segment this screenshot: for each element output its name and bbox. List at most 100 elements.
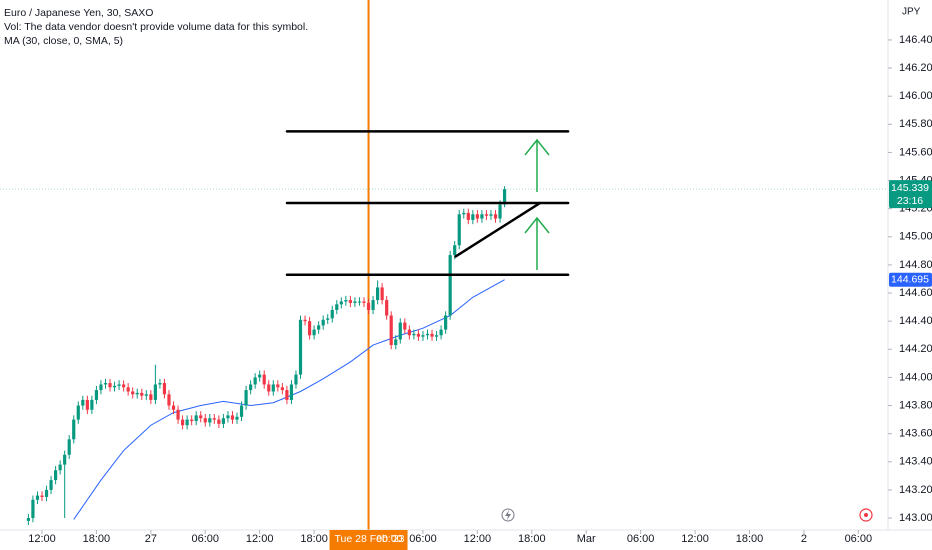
drawing-line	[454, 201, 542, 258]
alert-icon[interactable]	[859, 508, 873, 522]
y-tick-label: 146.400	[899, 34, 932, 46]
candle-body	[471, 214, 475, 220]
candle-body	[416, 333, 421, 337]
candle-body	[353, 301, 357, 303]
candle-body	[466, 212, 470, 220]
candle-body	[54, 470, 58, 481]
x-tick-label: 06:00	[191, 533, 219, 545]
candle-body	[280, 387, 284, 391]
candle-body	[357, 301, 362, 303]
candle-body	[153, 384, 157, 400]
candle-body	[131, 391, 135, 395]
candle-body	[271, 384, 275, 392]
candle-body	[230, 415, 235, 420]
candle-body	[493, 214, 498, 219]
arrow-up	[524, 138, 550, 192]
candle-body	[226, 415, 230, 419]
candle-body	[453, 245, 457, 256]
candle-body	[203, 418, 207, 423]
candle-body	[371, 300, 375, 310]
candle-body	[76, 405, 80, 420]
candle-body	[344, 300, 348, 302]
candle-body	[90, 399, 94, 410]
candle-body	[462, 212, 466, 215]
candle-body	[430, 333, 434, 337]
y-tick-label: 143.000	[899, 512, 932, 524]
candle-body	[67, 439, 71, 455]
y-tick-label: 145.600	[899, 146, 932, 158]
chart-title: Euro / Japanese Yen, 30, SAXO	[4, 7, 153, 19]
candle-body	[335, 304, 339, 310]
y-tick-label: 143.200	[899, 484, 932, 496]
x-tick-label: 06:00	[845, 533, 873, 545]
candle-body	[448, 255, 452, 316]
y-tick-label: 144.400	[899, 315, 932, 327]
candle-body	[158, 383, 162, 385]
candle-body	[326, 318, 330, 320]
x-tick-label: Mar	[577, 533, 596, 545]
x-tick-label: 18:00	[736, 533, 764, 545]
candle-body	[99, 384, 103, 391]
candle-body	[434, 335, 439, 337]
candle-body	[199, 415, 203, 419]
y-tick-label: 145.800	[899, 118, 932, 130]
arrow-up	[524, 216, 550, 270]
candle-body	[81, 399, 85, 406]
x-tick-label: 06:00	[409, 533, 437, 545]
candle-body	[362, 301, 366, 303]
x-tick-label: 18:00	[300, 533, 328, 545]
x-tick-label: 12:00	[28, 533, 56, 545]
plot-area	[0, 0, 888, 530]
candle-body	[489, 214, 493, 216]
candle-body	[439, 329, 443, 336]
currency-label: JPY	[902, 7, 921, 18]
ma-price-label: 144.695	[891, 273, 929, 285]
candle-body	[394, 339, 398, 346]
candle-body	[339, 301, 343, 305]
candle-body	[366, 302, 371, 310]
subtitle: Vol: The data vendor doesn't provide vol…	[4, 21, 308, 33]
candle-body	[58, 464, 62, 471]
candle-body	[185, 419, 189, 426]
candle-body	[171, 405, 176, 410]
crosshair-label-box	[329, 530, 408, 550]
candle-body	[321, 319, 325, 326]
ma-price-box	[889, 272, 932, 287]
candle-body	[72, 419, 76, 440]
candle-body	[126, 387, 130, 392]
candle-body	[502, 189, 507, 205]
candle-body	[425, 333, 430, 336]
candle-body	[117, 384, 121, 386]
candle-body	[480, 214, 484, 219]
x-tick-label: 18:00	[83, 533, 111, 545]
crosshair-date: Tue 28 Feb '23	[335, 533, 405, 545]
candle-body	[49, 480, 53, 490]
candle-body	[94, 390, 99, 400]
candle-body	[294, 374, 298, 385]
y-tick-label: 145.000	[899, 231, 932, 243]
y-tick-label: 143.600	[899, 428, 932, 440]
candle-body	[389, 315, 393, 346]
candle-body	[376, 287, 380, 301]
candle-body	[208, 418, 212, 423]
candle-body	[190, 419, 194, 422]
candle-body	[249, 384, 253, 391]
x-tick-label: 2	[801, 533, 807, 545]
x-tick-label: 27	[145, 533, 157, 545]
countdown-label: 23:16	[897, 195, 923, 207]
lightning-icon[interactable]	[501, 508, 515, 522]
candle-body	[112, 385, 117, 388]
x-tick-label: 12:00	[464, 533, 492, 545]
candle-body	[412, 333, 416, 336]
candle-body	[180, 419, 185, 426]
candle-body	[457, 214, 461, 246]
candle-body	[122, 384, 126, 388]
y-tick-label: 143.400	[899, 456, 932, 468]
candle-body	[312, 329, 316, 336]
x-tick-label: 12:00	[681, 533, 709, 545]
y-tick-label: 146.000	[899, 90, 932, 102]
last-price-label: 145.339	[891, 182, 929, 194]
candle-body	[40, 495, 44, 497]
candle-body	[317, 325, 321, 330]
candle-body	[162, 383, 167, 395]
